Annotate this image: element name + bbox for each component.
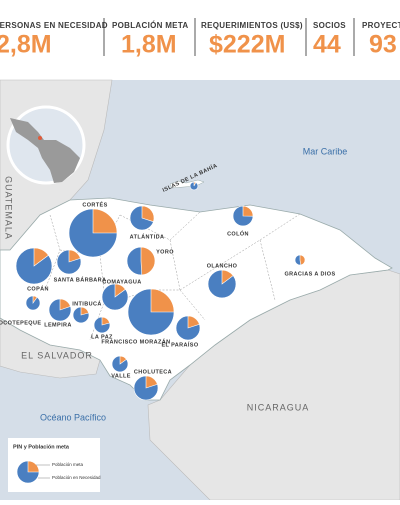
legend-meta: Población meta	[52, 462, 84, 467]
pie-meta	[32, 295, 38, 304]
pie-meta	[119, 355, 127, 365]
stat-label: POBLACIÓN META	[112, 21, 189, 30]
department-label: COPÁN	[27, 285, 49, 292]
department-label: ATLÁNTIDA	[130, 233, 165, 240]
country-label: GUATEMALA	[4, 176, 14, 240]
pie-meta	[193, 181, 197, 187]
header-band	[0, 0, 400, 62]
map: GUATEMALA EL SALVADOR NICARAGUA Mar Cari…	[0, 79, 400, 501]
department-label: LEMPIRA	[44, 322, 72, 328]
stat-label: SOCIOS	[313, 21, 346, 30]
pie-meta	[59, 298, 71, 311]
stat-label: PERSONAS EN NECESIDAD	[0, 21, 108, 30]
department-label: FRANCISCO MORAZÁN	[101, 338, 170, 345]
department-label: GRACIAS A DIOS	[284, 271, 335, 277]
stat-label: PROYECTOS	[362, 21, 400, 30]
department-label: CORTÉS	[82, 200, 107, 208]
department-label: LA PAZ	[91, 334, 113, 340]
department-label: COMAYAGUA	[102, 279, 141, 285]
stat-value: $222M	[209, 31, 285, 59]
department-label: CHOLUTECA	[134, 369, 172, 375]
stat-value: 1,8M	[121, 31, 177, 59]
department-label: SANTA BÁRBARA	[54, 276, 107, 283]
header-separators	[103, 18, 355, 56]
pie-meta	[101, 316, 111, 326]
pie-meta	[68, 249, 81, 263]
country-label: EL SALVADOR	[21, 350, 93, 360]
pie-meta	[33, 247, 49, 267]
sea-label: Océano Pacífico	[40, 412, 106, 422]
legend-meta-icon	[27, 460, 40, 473]
department-label: OLANCHO	[207, 263, 238, 269]
legend-pin: Población en Necesidad	[52, 475, 101, 480]
inset-map	[6, 105, 86, 185]
pie-meta	[221, 269, 234, 285]
pie-meta	[242, 205, 254, 217]
sea-label: Mar Caribe	[303, 146, 348, 156]
stat-value: 2,8M	[0, 31, 52, 59]
pie-meta	[141, 205, 155, 223]
legend-title: PIN y Población meta	[13, 444, 70, 450]
department-label: EL PARAÍSO	[161, 340, 198, 348]
pie-meta	[92, 208, 118, 234]
pie-meta	[145, 375, 158, 389]
stat-label: REQUERIMIENTOS (US$)	[201, 21, 303, 30]
pie-meta	[187, 315, 200, 329]
department-label: YORO	[156, 249, 174, 255]
pie-meta	[114, 283, 126, 298]
department-label: VALLE	[111, 373, 131, 379]
legend: PIN y Población meta Población meta Pobl…	[8, 438, 101, 492]
country-label: NICARAGUA	[247, 402, 310, 412]
stat-value: 93	[369, 31, 397, 59]
stat-value: 44	[313, 31, 341, 59]
department-label: COLÓN	[227, 229, 249, 237]
department-label: OCOTEPEQUE	[0, 320, 41, 326]
pie-meta	[80, 306, 90, 316]
pie-meta	[140, 246, 156, 276]
pie-meta	[299, 254, 306, 266]
department-label: INTIBUCÁ	[72, 300, 101, 307]
pie-meta	[150, 288, 175, 313]
